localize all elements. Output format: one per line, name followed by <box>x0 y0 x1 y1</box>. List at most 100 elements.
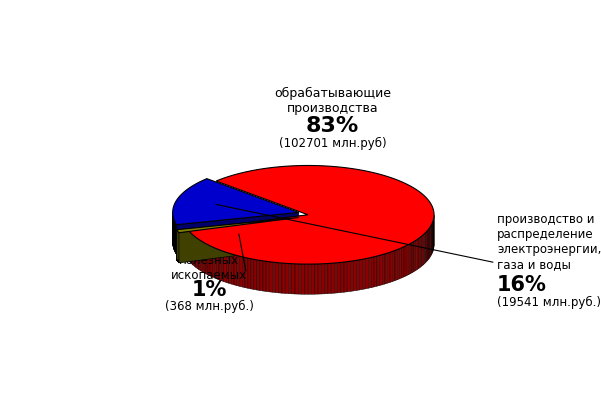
Text: 83%: 83% <box>306 116 359 136</box>
Polygon shape <box>194 236 196 267</box>
Polygon shape <box>380 255 382 286</box>
Polygon shape <box>308 264 311 294</box>
Polygon shape <box>305 264 308 294</box>
Polygon shape <box>291 264 295 294</box>
Polygon shape <box>424 232 426 264</box>
Polygon shape <box>338 262 341 293</box>
Polygon shape <box>368 258 371 288</box>
Text: добыча
полезных
ископаемых: добыча полезных ископаемых <box>171 239 248 281</box>
Polygon shape <box>282 263 285 294</box>
Polygon shape <box>285 263 288 294</box>
Polygon shape <box>188 166 434 264</box>
Polygon shape <box>279 263 282 293</box>
Polygon shape <box>288 264 291 294</box>
Text: (368 млн.руб.): (368 млн.руб.) <box>165 300 254 313</box>
Polygon shape <box>208 245 210 276</box>
Polygon shape <box>188 230 189 261</box>
Polygon shape <box>377 256 380 286</box>
Polygon shape <box>395 249 397 281</box>
Polygon shape <box>362 259 365 290</box>
Polygon shape <box>311 264 315 294</box>
Polygon shape <box>334 263 338 293</box>
Polygon shape <box>347 261 350 292</box>
Polygon shape <box>189 231 191 262</box>
Polygon shape <box>406 245 408 276</box>
Polygon shape <box>196 237 197 269</box>
Polygon shape <box>374 256 377 287</box>
Polygon shape <box>382 254 385 285</box>
Polygon shape <box>412 241 414 273</box>
Polygon shape <box>341 262 344 292</box>
Polygon shape <box>210 246 212 277</box>
Polygon shape <box>397 249 400 280</box>
Polygon shape <box>188 215 308 260</box>
Polygon shape <box>298 264 302 294</box>
Polygon shape <box>430 226 431 258</box>
Polygon shape <box>353 260 356 291</box>
Polygon shape <box>325 264 328 294</box>
Polygon shape <box>388 252 390 283</box>
Polygon shape <box>215 248 216 279</box>
Polygon shape <box>428 229 429 260</box>
Polygon shape <box>239 256 242 287</box>
Polygon shape <box>422 235 423 266</box>
Polygon shape <box>260 260 263 291</box>
Polygon shape <box>331 263 334 293</box>
Polygon shape <box>231 254 234 285</box>
Polygon shape <box>226 252 229 283</box>
Polygon shape <box>427 230 428 261</box>
Polygon shape <box>254 259 257 290</box>
Polygon shape <box>266 261 269 292</box>
Polygon shape <box>359 259 362 290</box>
Polygon shape <box>365 258 368 289</box>
Polygon shape <box>172 179 299 225</box>
Polygon shape <box>392 251 395 281</box>
Polygon shape <box>248 258 251 289</box>
Polygon shape <box>429 228 430 259</box>
Text: 16%: 16% <box>497 275 547 295</box>
Polygon shape <box>234 255 237 286</box>
Polygon shape <box>402 247 404 278</box>
Polygon shape <box>263 261 266 292</box>
Polygon shape <box>199 239 201 271</box>
Polygon shape <box>371 257 374 288</box>
Polygon shape <box>400 248 402 279</box>
Polygon shape <box>206 244 208 275</box>
Polygon shape <box>229 253 231 284</box>
Polygon shape <box>192 234 193 265</box>
Polygon shape <box>423 234 424 265</box>
Polygon shape <box>275 262 279 293</box>
Polygon shape <box>416 239 417 271</box>
Polygon shape <box>242 257 245 288</box>
Polygon shape <box>328 263 331 294</box>
Text: обрабатывающие
производства: обрабатывающие производства <box>274 87 391 115</box>
Polygon shape <box>410 243 412 274</box>
Polygon shape <box>201 241 203 272</box>
Polygon shape <box>219 250 221 281</box>
Polygon shape <box>216 249 219 280</box>
Text: производство и
распределение
электроэнергии,
газа и воды: производство и распределение электроэнер… <box>497 213 601 271</box>
Text: 1%: 1% <box>192 280 227 300</box>
Polygon shape <box>257 260 260 290</box>
Polygon shape <box>302 264 305 294</box>
Polygon shape <box>197 238 199 270</box>
Polygon shape <box>269 262 272 292</box>
Polygon shape <box>431 225 432 256</box>
Polygon shape <box>245 258 248 288</box>
Polygon shape <box>177 212 299 255</box>
Polygon shape <box>350 261 353 292</box>
Polygon shape <box>408 244 410 275</box>
Polygon shape <box>191 232 192 264</box>
Polygon shape <box>177 217 299 260</box>
Polygon shape <box>177 217 299 233</box>
Polygon shape <box>212 247 215 278</box>
Polygon shape <box>404 246 406 277</box>
Polygon shape <box>179 217 299 263</box>
Polygon shape <box>356 260 359 290</box>
Polygon shape <box>419 237 421 269</box>
Polygon shape <box>426 231 427 262</box>
Polygon shape <box>315 264 318 294</box>
Polygon shape <box>295 264 298 294</box>
Polygon shape <box>237 256 239 286</box>
Polygon shape <box>414 241 416 272</box>
